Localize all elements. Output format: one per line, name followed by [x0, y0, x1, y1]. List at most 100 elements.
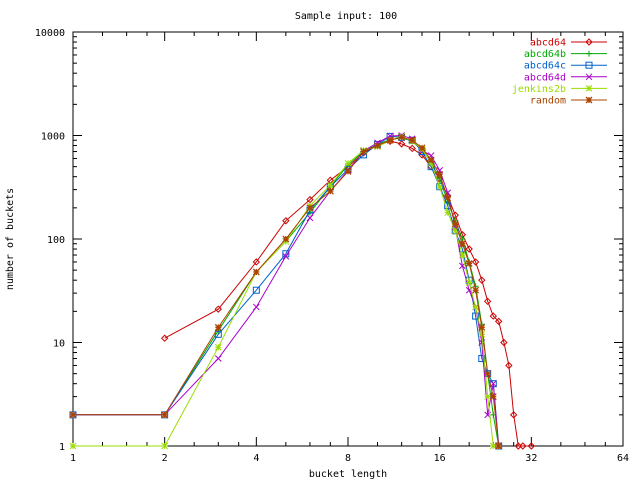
legend-marker-abcd64: [585, 38, 593, 46]
legend-label-jenkins2b: jenkins2b: [512, 84, 566, 95]
data-point-random: [495, 442, 503, 450]
series-abcd64c: [69, 132, 503, 450]
data-point-abcd64: [483, 297, 492, 306]
x-tick-label: 64: [617, 453, 629, 464]
data-point-abcd64: [494, 317, 503, 326]
data-point-abcd64: [505, 361, 513, 370]
data-point-random: [478, 323, 486, 331]
data-point-jenkins2b: [427, 159, 435, 167]
data-point-random: [489, 393, 497, 401]
data-point-jenkins2b: [161, 442, 169, 450]
x-axis: 1 2 4 8 16 32 64: [70, 32, 629, 464]
data-point-abcd64d: [306, 214, 314, 222]
x-tick-label: 8: [345, 453, 351, 464]
series-jenkins2b: [69, 133, 497, 450]
data-point-random: [282, 235, 290, 243]
series-abcd64: [160, 137, 536, 450]
legend-label-abcd64: abcd64: [530, 38, 566, 49]
data-point-abcd64c: [472, 312, 480, 320]
data-point-abcd64d: [489, 380, 497, 388]
data-point-abcd64: [478, 276, 486, 284]
legend-marker-abcd64d: [585, 73, 593, 81]
x-tick-label: 16: [434, 453, 446, 464]
data-point-random: [465, 260, 473, 267]
data-point-abcd64c: [252, 286, 260, 294]
data-point-abcd64: [489, 312, 497, 320]
data-point-random: [427, 156, 435, 164]
series-random: [69, 133, 503, 450]
y-tick-label: 10: [53, 339, 65, 350]
data-point-random: [374, 142, 381, 149]
data-point-abcd64: [465, 245, 473, 253]
data-point-abcd64d: [252, 303, 260, 311]
data-point-jenkins2b: [484, 393, 492, 400]
data-point-abcd64: [418, 151, 426, 159]
data-point-random: [458, 240, 466, 248]
data-point-random: [344, 167, 352, 175]
data-point-random: [484, 370, 492, 378]
data-point-jenkins2b: [472, 303, 479, 311]
legend-label-abcd64b: abcd64b: [524, 49, 566, 60]
x-axis-label: bucket length: [309, 469, 387, 480]
legend: abcd64abcd64babcd64cabcd64djenkins2brand…: [512, 38, 607, 107]
legend-marker-abcd64c: [585, 61, 593, 69]
legend-label-abcd64c: abcd64c: [524, 61, 566, 72]
data-point-random: [398, 133, 406, 141]
y-tick-label: 1000: [41, 132, 65, 143]
series-layer: [69, 132, 536, 450]
data-point-abcd64c: [214, 330, 222, 338]
legend-label-abcd64d: abcd64d: [524, 72, 566, 83]
data-point-random: [472, 286, 480, 294]
data-point-jenkins2b: [465, 279, 473, 286]
y-axis: 1 10 100 1000 10000: [35, 28, 623, 453]
data-point-random: [418, 144, 426, 152]
data-point-random: [252, 268, 260, 276]
data-point-random: [436, 171, 444, 178]
legend-marker-abcd64b: [586, 50, 592, 57]
y-tick-label: 1: [59, 442, 65, 453]
data-point-random: [408, 136, 416, 144]
data-point-jenkins2b: [459, 251, 466, 259]
series-line-abcd64b: [73, 137, 500, 447]
data-point-random: [161, 411, 169, 419]
legend-label-random: random: [530, 96, 566, 107]
series-abcd64b: [70, 134, 502, 449]
data-point-jenkins2b: [214, 343, 222, 351]
data-point-random: [69, 411, 77, 419]
data-point-random: [214, 323, 222, 331]
data-point-abcd64: [214, 305, 222, 313]
x-tick-label: 2: [162, 453, 168, 464]
data-point-abcd64: [509, 411, 518, 419]
data-point-jenkins2b: [478, 330, 486, 338]
data-point-jenkins2b: [436, 183, 444, 191]
data-point-jenkins2b: [444, 209, 452, 216]
series-line-abcd64c: [73, 135, 500, 447]
data-point-jenkins2b: [344, 159, 352, 167]
y-tick-label: 100: [47, 235, 65, 246]
data-point-random: [326, 187, 334, 195]
y-axis-label: number of buckets: [5, 188, 16, 290]
data-point-abcd64: [408, 144, 416, 153]
legend-marker-jenkins2b: [585, 85, 593, 92]
data-point-abcd64c: [478, 355, 486, 363]
data-point-abcd64: [527, 442, 536, 450]
data-point-abcd64: [519, 442, 527, 450]
data-point-abcd64: [160, 334, 169, 342]
data-point-abcd64: [397, 140, 406, 148]
y-tick-label: 10000: [35, 28, 65, 39]
data-point-abcd64: [306, 195, 314, 204]
series-line-jenkins2b: [73, 135, 494, 447]
data-point-random: [451, 220, 459, 228]
data-point-jenkins2b: [451, 227, 459, 235]
x-tick-label: 32: [525, 453, 537, 464]
data-point-jenkins2b: [326, 181, 334, 189]
data-point-abcd64: [471, 258, 480, 266]
data-point-abcd64d: [214, 355, 222, 362]
data-point-abcd64: [500, 338, 508, 347]
chart-title: Sample input: 100: [295, 11, 397, 22]
x-tick-label: 4: [253, 453, 259, 464]
data-point-abcd64d: [282, 252, 290, 260]
data-point-jenkins2b: [69, 442, 77, 450]
data-point-abcd64: [282, 217, 290, 225]
